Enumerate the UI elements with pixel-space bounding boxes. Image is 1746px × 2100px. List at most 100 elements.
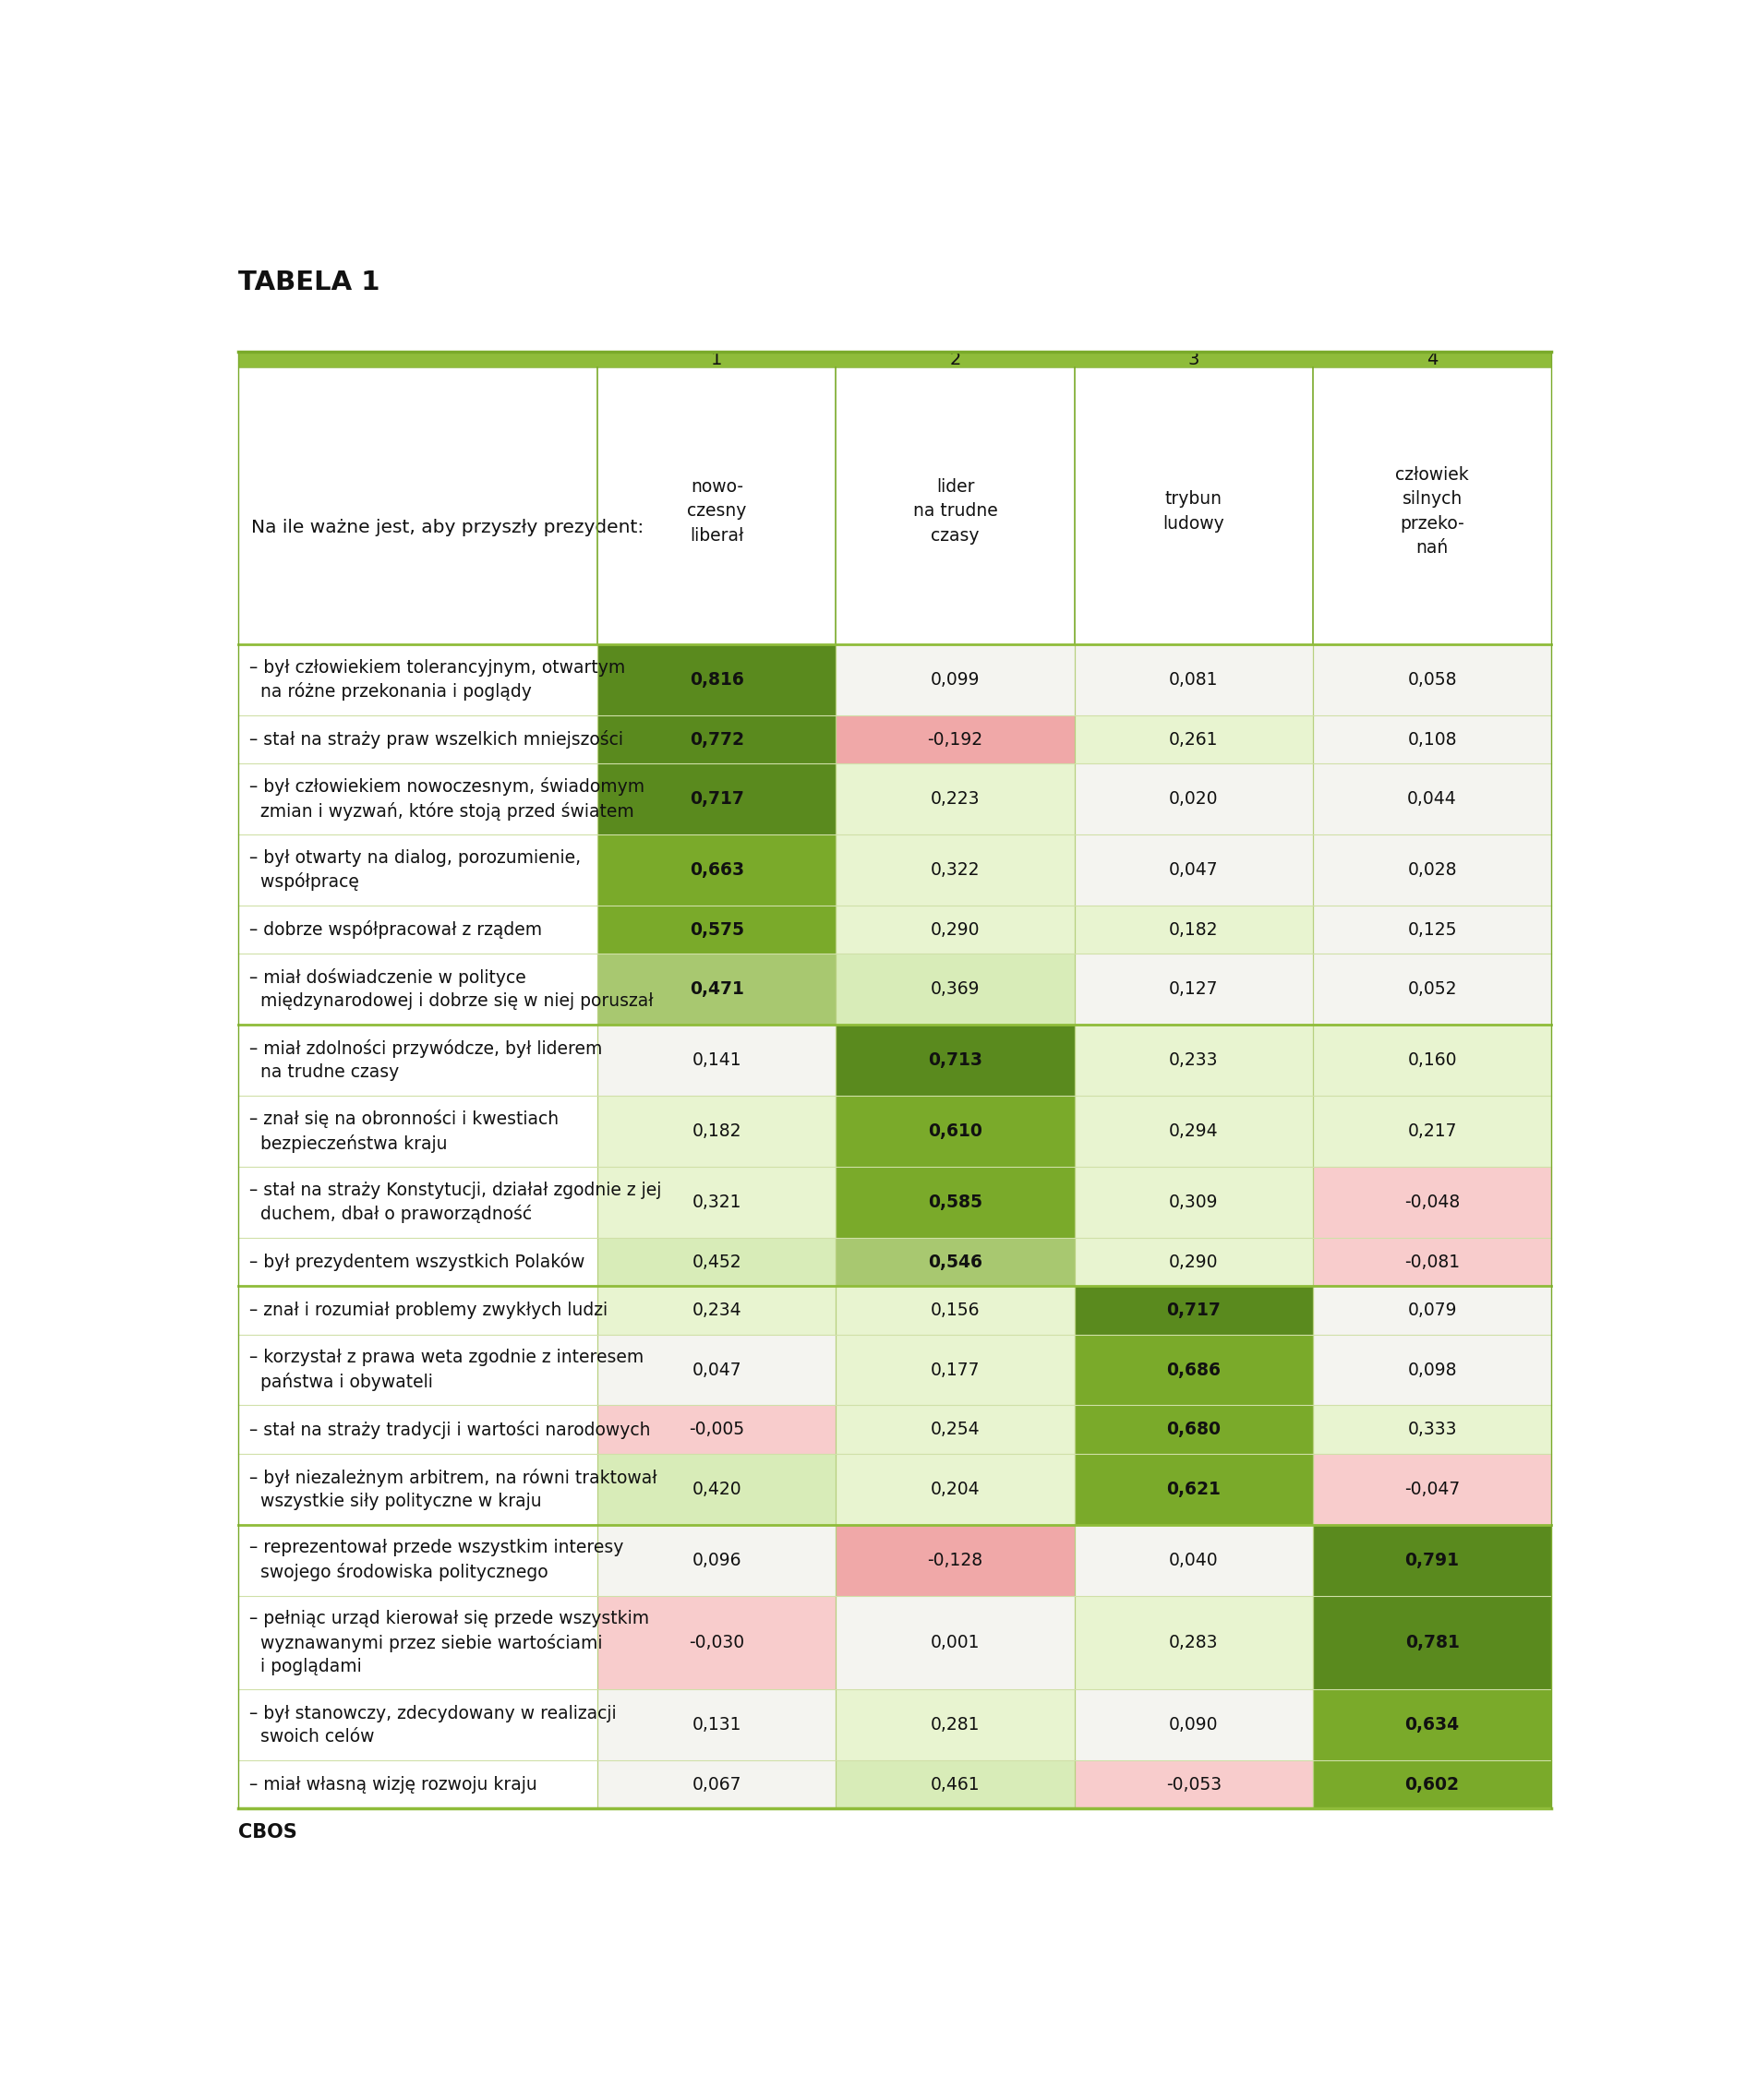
Text: CBOS: CBOS [237, 1823, 297, 1842]
Bar [597, 1168, 836, 1237]
Text: 0,333: 0,333 [1407, 1422, 1456, 1439]
Bar [597, 1596, 836, 1688]
Text: 0,283: 0,283 [1170, 1634, 1219, 1651]
Bar [237, 1096, 597, 1168]
Bar [237, 1688, 597, 1760]
Text: TABELA 1: TABELA 1 [237, 269, 381, 296]
Bar [237, 1285, 597, 1334]
Text: 0,028: 0,028 [1407, 861, 1456, 880]
Text: -0,048: -0,048 [1404, 1193, 1460, 1212]
Bar [1074, 1168, 1313, 1237]
Text: 0,585: 0,585 [927, 1193, 983, 1212]
Bar [836, 953, 1074, 1025]
Bar [597, 1760, 836, 1808]
Text: 0,281: 0,281 [931, 1716, 980, 1735]
Text: 3: 3 [1187, 351, 1200, 367]
Text: 0,096: 0,096 [691, 1552, 742, 1569]
Bar [597, 905, 836, 953]
Bar [836, 764, 1074, 834]
Text: 0,156: 0,156 [931, 1302, 980, 1319]
Bar [836, 1453, 1074, 1525]
Bar [597, 1453, 836, 1525]
Text: 0,461: 0,461 [931, 1777, 980, 1793]
Text: 0,546: 0,546 [927, 1254, 983, 1270]
Bar [1313, 1453, 1552, 1525]
Text: 0,079: 0,079 [1407, 1302, 1456, 1319]
Bar [1074, 1096, 1313, 1168]
Bar [237, 764, 597, 834]
Text: 0,471: 0,471 [690, 981, 744, 997]
Text: -0,047: -0,047 [1404, 1480, 1460, 1497]
Bar [237, 645, 597, 716]
Bar [237, 1760, 597, 1808]
Bar [1313, 764, 1552, 834]
Bar [1313, 953, 1552, 1025]
Bar [1313, 1334, 1552, 1405]
Bar [597, 1405, 836, 1453]
Text: 0,717: 0,717 [690, 790, 744, 808]
Bar [237, 953, 597, 1025]
Text: 0,040: 0,040 [1168, 1552, 1219, 1569]
Text: 0,223: 0,223 [931, 790, 980, 808]
Text: 0,791: 0,791 [1406, 1552, 1460, 1569]
Bar [597, 953, 836, 1025]
Bar [1074, 1405, 1313, 1453]
Bar [237, 834, 597, 905]
Bar [1313, 716, 1552, 764]
Text: 0,452: 0,452 [691, 1254, 742, 1270]
Bar [1074, 905, 1313, 953]
Bar [1074, 834, 1313, 905]
Text: 0,160: 0,160 [1407, 1052, 1456, 1069]
Bar [836, 1334, 1074, 1405]
Text: 0,204: 0,204 [931, 1480, 980, 1497]
Bar [237, 1334, 597, 1405]
Text: – miał doświadczenie w polityce
  międzynarodowej i dobrze się w niej poruszał: – miał doświadczenie w polityce międzyna… [250, 968, 653, 1010]
Bar [1074, 1596, 1313, 1688]
Bar [1074, 764, 1313, 834]
Bar [1074, 1688, 1313, 1760]
Bar [237, 905, 597, 953]
Bar [1313, 1237, 1552, 1285]
Bar [1313, 1025, 1552, 1096]
Bar [237, 1237, 597, 1285]
Text: – dobrze współpracował z rządem: – dobrze współpracował z rządem [250, 920, 541, 939]
Bar [1074, 1237, 1313, 1285]
Bar [836, 1688, 1074, 1760]
Bar [1313, 1525, 1552, 1596]
Bar [597, 1285, 836, 1334]
Text: 0,717: 0,717 [1166, 1302, 1220, 1319]
Text: 0,663: 0,663 [690, 861, 744, 880]
Text: – miał własną wizję rozwoju kraju: – miał własną wizję rozwoju kraju [250, 1777, 536, 1793]
Bar [836, 905, 1074, 953]
Bar [237, 1596, 597, 1688]
Bar [836, 834, 1074, 905]
Text: 0,610: 0,610 [929, 1124, 983, 1140]
Text: 0,772: 0,772 [690, 731, 744, 748]
Bar [836, 1596, 1074, 1688]
Text: 0,182: 0,182 [691, 1124, 742, 1140]
Text: -0,192: -0,192 [927, 731, 983, 748]
Bar [836, 1237, 1074, 1285]
Text: 0,141: 0,141 [691, 1052, 742, 1069]
Bar [237, 1405, 597, 1453]
Text: człowiek
silnych
przeko-
nań: człowiek silnych przeko- nań [1395, 466, 1468, 556]
Text: -0,081: -0,081 [1404, 1254, 1460, 1270]
Text: 0,602: 0,602 [1406, 1777, 1460, 1793]
Text: 0,254: 0,254 [931, 1422, 980, 1439]
Text: 0,177: 0,177 [931, 1361, 980, 1378]
Text: – miał zdolności przywódcze, był liderem
  na trudne czasy: – miał zdolności przywódcze, był liderem… [250, 1040, 602, 1082]
Text: 0,233: 0,233 [1170, 1052, 1219, 1069]
Text: – pełniąc urząd kierował się przede wszystkim
  wyznawanymi przez siebie wartośc: – pełniąc urząd kierował się przede wszy… [250, 1611, 650, 1676]
Bar [836, 1760, 1074, 1808]
Bar [597, 716, 836, 764]
Text: 0,420: 0,420 [691, 1480, 742, 1497]
Text: trybun
ludowy: trybun ludowy [1163, 489, 1224, 531]
Text: 0,634: 0,634 [1406, 1716, 1460, 1735]
Text: 0,686: 0,686 [1166, 1361, 1220, 1378]
Text: lider
na trudne
czasy: lider na trudne czasy [913, 479, 997, 544]
Bar [597, 1096, 836, 1168]
Text: 0,322: 0,322 [931, 861, 980, 880]
Bar [836, 1168, 1074, 1237]
Text: – był człowiekiem nowoczesnym, świadomym
  zmian i wyzwań, które stoją przed świ: – był człowiekiem nowoczesnym, świadomym… [250, 777, 644, 821]
Text: 0,047: 0,047 [691, 1361, 742, 1378]
